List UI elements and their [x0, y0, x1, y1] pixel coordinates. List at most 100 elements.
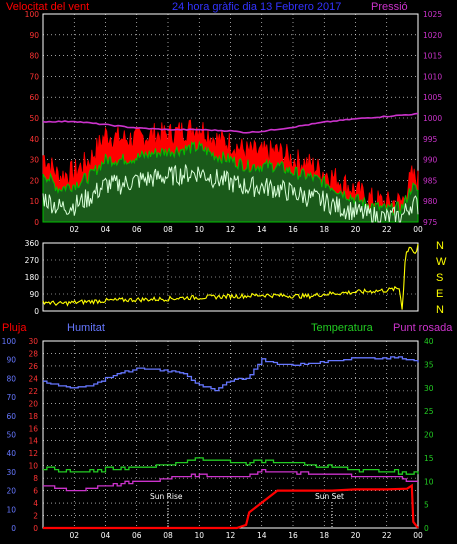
wind-y-tick-label: 50 [29, 114, 39, 123]
lower-panel-x-tick-label: 06 [132, 531, 142, 540]
lower-panel-x-tick-label: 12 [226, 531, 236, 540]
humidity-y-tick-label: 80 [6, 374, 16, 383]
temperature-y-tick-label: 30 [424, 384, 434, 393]
pressure-y-tick-label: 1020 [423, 31, 442, 40]
lower-panel-x-tick-label: 22 [382, 531, 392, 540]
rain-y-tick-label: 12 [28, 449, 38, 458]
pressure-line [42, 112, 419, 134]
lower-panel-x-tick-label: 14 [257, 531, 267, 540]
rain-y-tick-label: 8 [33, 474, 38, 483]
pressure-y-tick-label: 1015 [423, 52, 442, 61]
wind-y-tick-label: 20 [29, 176, 39, 185]
temperature-y-tick-label: 40 [424, 337, 434, 346]
wind-low-line [42, 164, 419, 223]
direction-y-tick-label: 360 [25, 239, 40, 248]
temperature-y-tick-label: 10 [424, 477, 434, 486]
direction-label-w: W [436, 256, 447, 268]
humidity-y-tick-label: 100 [2, 337, 17, 346]
wind-direction-line [42, 243, 419, 310]
pressure-title: Pressió [371, 1, 408, 13]
pressure-y-tick-label: 1010 [423, 72, 442, 81]
temperature-y-tick-label: 0 [424, 524, 429, 533]
wind-panel-x-tick-label: 22 [382, 225, 392, 234]
wind-y-tick-label: 100 [25, 10, 40, 19]
humidity-y-tick-label: 50 [6, 431, 16, 440]
pressure-y-tick-label: 995 [423, 135, 438, 144]
humidity-y-tick-label: 40 [6, 449, 16, 458]
humidity-y-tick-label: 20 [6, 487, 16, 496]
sunrise-label: Sun Rise [150, 492, 183, 501]
wind-speed-title: Velocitat del vent [6, 1, 89, 13]
direction-label-e: E [436, 288, 443, 300]
lower-panel-x-tick-label: 16 [288, 531, 298, 540]
direction-y-tick-label: 90 [29, 290, 39, 299]
temperature-title: Temperatura [311, 322, 374, 334]
temperature-y-tick-label: 35 [424, 360, 434, 369]
temperature-y-tick-label: 15 [424, 454, 434, 463]
pressure-y-tick-label: 990 [423, 156, 438, 165]
pressure-y-tick-label: 1025 [423, 10, 442, 19]
lower-panel-x-tick-label: 02 [69, 531, 79, 540]
wind-panel-x-tick-label: 12 [226, 225, 236, 234]
pressure-y-tick-label: 1000 [423, 114, 442, 123]
temperature-y-tick-label: 25 [424, 407, 434, 416]
wind-y-tick-label: 80 [29, 52, 39, 61]
temperature-y-tick-label: 5 [424, 501, 429, 510]
humidity-y-tick-label: 10 [6, 505, 16, 514]
rain-y-tick-label: 4 [33, 499, 38, 508]
lower-panel-x-tick-label: 08 [163, 531, 173, 540]
humidity-y-tick-label: 60 [6, 412, 16, 421]
humidity-y-tick-label: 90 [6, 356, 16, 365]
rain-y-tick-label: 2 [33, 512, 38, 521]
wind-panel-x-tick-label: 06 [132, 225, 142, 234]
wind-panel-x-tick-label: 20 [351, 225, 361, 234]
wind-panel-x-tick-label: 08 [163, 225, 173, 234]
dew-point-title: Punt rosada [393, 322, 453, 334]
wind-y-tick-label: 0 [34, 218, 39, 227]
wind-panel-x-tick-label: 16 [288, 225, 298, 234]
rain-y-tick-label: 16 [28, 424, 38, 433]
wind-y-tick-label: 30 [29, 156, 39, 165]
humidity-y-tick-label: 30 [6, 468, 16, 477]
direction-label-s: S [436, 272, 443, 284]
wind-y-tick-label: 70 [29, 72, 39, 81]
wind-panel-x-tick-label: 04 [101, 225, 111, 234]
humidity-line [43, 356, 419, 392]
wind-panel-x-tick-label: 00 [413, 225, 423, 234]
lower-panel-x-tick-label: 10 [194, 531, 204, 540]
wind-panel-x-tick-label: 18 [319, 225, 329, 234]
rain-y-tick-label: 22 [28, 387, 38, 396]
wind-pressure-panel: 02 04 06 08 10 12 14 16 18 20 22 000102030405060708… [25, 10, 443, 234]
lower-panel-x-tick-label: 18 [319, 531, 329, 540]
humidity-y-tick-label: 0 [11, 524, 16, 533]
rain-y-tick-label: 14 [28, 437, 38, 446]
direction-y-tick-label: 0 [34, 307, 39, 316]
wind-y-tick-label: 60 [29, 93, 39, 102]
wind-y-tick-label: 40 [29, 135, 39, 144]
rain-y-tick-label: 20 [28, 399, 38, 408]
wind-panel-x-tick-label: 02 [69, 225, 79, 234]
humidity-temperature-panel: 02 04 06 08 10 12 14 16 18 20 22 000102030405060708… [2, 337, 434, 540]
pressure-y-tick-label: 975 [423, 218, 438, 227]
direction-label-n-bottom: N [436, 304, 444, 316]
lower-panel-x-tick-label: 04 [101, 531, 111, 540]
rain-line [43, 483, 419, 530]
direction-label-n-top: N [436, 240, 444, 252]
rain-y-tick-label: 26 [28, 362, 38, 371]
humidity-title: Humitat [67, 322, 105, 334]
direction-y-tick-label: 270 [25, 256, 40, 265]
rain-title: Pluja [2, 322, 27, 334]
direction-y-tick-label: 180 [25, 273, 40, 282]
dew-point-line [43, 468, 418, 492]
rain-y-tick-label: 6 [33, 487, 38, 496]
date-title: 24 hora gràfic dia 13 Febrero 2017 [172, 1, 341, 13]
wind-direction-panel: 0 90 180 270 360 [25, 239, 419, 316]
rain-y-tick-label: 18 [28, 412, 38, 421]
temperature-y-tick-label: 20 [424, 431, 434, 440]
pressure-y-tick-label: 985 [423, 176, 438, 185]
wind-panel-x-tick-label: 14 [257, 225, 267, 234]
sunset-label: Sun Set [315, 492, 344, 501]
rain-y-tick-label: 0 [33, 524, 38, 533]
lower-panel-x-tick-label: 00 [413, 531, 423, 540]
